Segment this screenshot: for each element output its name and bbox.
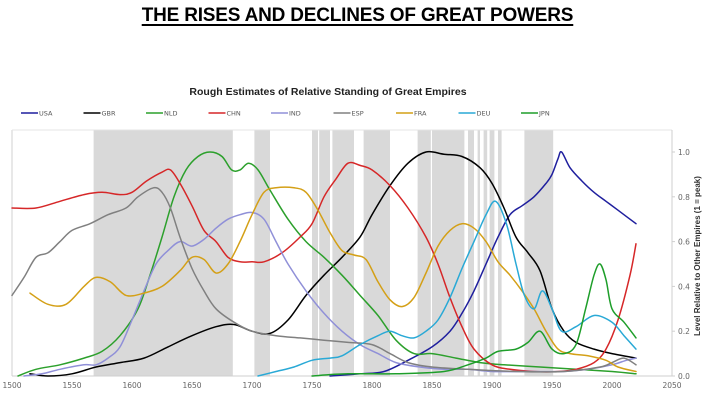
series-line-usa bbox=[329, 150, 637, 377]
legend-item-fra: FRA bbox=[396, 110, 427, 118]
axes: 1500 1550 1600 1650 1700 1750 1800 1850 1900 1950… bbox=[2, 129, 690, 390]
y-tick-label: 0.6 bbox=[678, 238, 690, 247]
shaded-period bbox=[417, 130, 431, 376]
shaded-period bbox=[363, 130, 390, 376]
shaded-period bbox=[93, 130, 233, 376]
legend-item-esp: ESP bbox=[333, 110, 364, 118]
page-title-text: THE RISES AND DECLINES OF GREAT POWERS bbox=[141, 5, 574, 26]
page-title: THE RISES AND DECLINES OF GREAT POWERS bbox=[0, 5, 715, 27]
shaded-period bbox=[498, 130, 502, 376]
series-line-esp bbox=[11, 186, 637, 373]
legend-label: IND bbox=[289, 110, 301, 118]
series-line-gbr bbox=[29, 150, 637, 377]
x-tick-label: 1850 bbox=[422, 381, 441, 390]
x-tick-label: 2000 bbox=[602, 381, 621, 390]
shaded-period bbox=[332, 130, 354, 376]
x-tick-label: 1950 bbox=[542, 381, 561, 390]
legend-label: CHN bbox=[227, 110, 241, 118]
x-tick-label: 1750 bbox=[302, 381, 321, 390]
legend-label: DEU bbox=[477, 110, 491, 118]
y-tick-label: 0.2 bbox=[678, 327, 690, 336]
legend-item-nld: NLD bbox=[146, 110, 178, 118]
x-tick-label: 1900 bbox=[482, 381, 501, 390]
legend-item-chn: CHN bbox=[208, 110, 241, 118]
legend-item-gbr: GBR bbox=[83, 110, 116, 118]
y-axis-label: Level Relative to Other Empires (1 = pea… bbox=[693, 176, 702, 336]
shaded-period bbox=[254, 130, 270, 376]
shaded-period bbox=[312, 130, 318, 376]
y-tick-label: 1.0 bbox=[678, 148, 690, 157]
shaded-period bbox=[468, 130, 474, 376]
series-line-fra bbox=[29, 186, 637, 373]
legend-label: NLD bbox=[164, 110, 178, 118]
legend-label: FRA bbox=[414, 110, 427, 118]
y-tick-label: 0.8 bbox=[678, 193, 690, 202]
chart-title: Rough Estimates of Relative Standing of … bbox=[189, 86, 466, 98]
legend-label: JPN bbox=[538, 110, 550, 118]
x-tick-label: 2050 bbox=[662, 381, 681, 390]
legend-label: ESP bbox=[352, 110, 364, 118]
shaded-period bbox=[477, 130, 480, 376]
x-tick-label: 1600 bbox=[122, 381, 141, 390]
x-tick-label: 1800 bbox=[362, 381, 381, 390]
legend-label: USA bbox=[39, 110, 53, 118]
x-tick-label: 1650 bbox=[182, 381, 201, 390]
series-lines bbox=[11, 150, 637, 377]
y-tick-label: 0.0 bbox=[678, 372, 690, 381]
legend-label: GBR bbox=[102, 110, 116, 118]
shaded-period bbox=[319, 130, 330, 376]
legend-item-ind: IND bbox=[271, 110, 301, 118]
series-line-jpn bbox=[311, 263, 637, 377]
x-tick-label: 1550 bbox=[62, 381, 81, 390]
x-tick-label: 1500 bbox=[2, 381, 21, 390]
legend-item-usa: USA bbox=[21, 110, 53, 118]
series-line-deu bbox=[257, 200, 637, 377]
x-tick-label: 1700 bbox=[242, 381, 261, 390]
series-line-ind bbox=[23, 211, 637, 377]
legend-item-jpn: JPN bbox=[521, 110, 550, 118]
legend: USA GBR NLD CHN IND ESP FRA DEU JPN bbox=[21, 110, 550, 118]
shaded-period bbox=[432, 130, 465, 376]
legend-item-deu: DEU bbox=[458, 110, 491, 118]
y-tick-label: 0.4 bbox=[678, 282, 690, 291]
shaded-periods bbox=[93, 130, 554, 376]
shaded-period bbox=[483, 130, 488, 376]
